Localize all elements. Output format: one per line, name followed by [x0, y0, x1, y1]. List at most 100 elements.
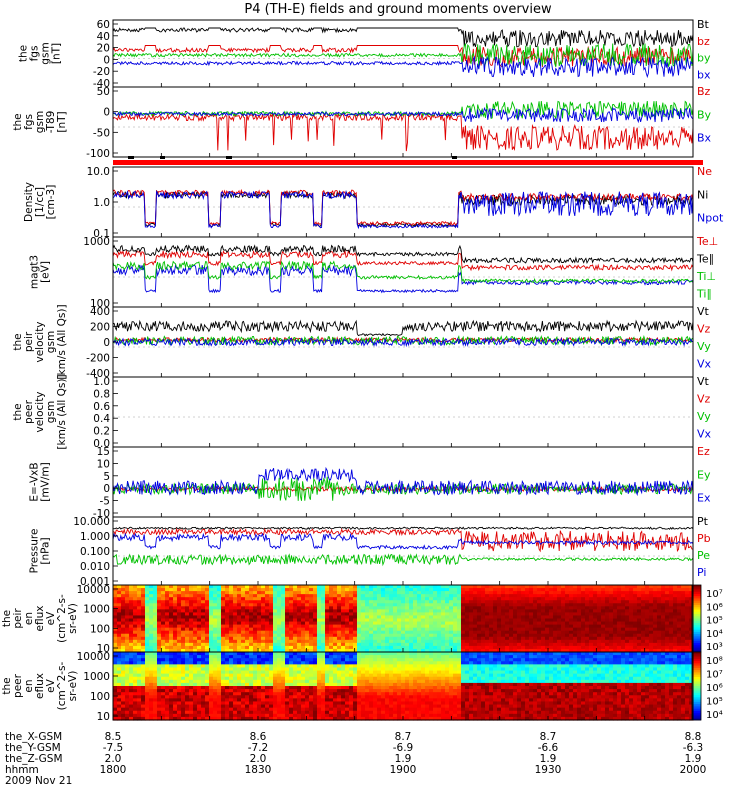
spectrogram-cell — [313, 591, 318, 595]
spectrogram-cell — [385, 624, 390, 629]
spectrogram-cell — [473, 633, 478, 638]
spectrogram-cell — [349, 701, 354, 706]
spectrogram-cell — [241, 636, 246, 641]
spectrogram-cell — [121, 673, 126, 678]
spectrogram-cell — [161, 655, 166, 659]
spectrogram-cell — [653, 597, 658, 601]
spectrogram-cell — [433, 633, 438, 638]
spectrogram-cell — [341, 661, 346, 665]
spectrogram-cell — [209, 689, 214, 693]
spectrogram-cell — [473, 588, 478, 592]
spectrogram-cell — [237, 692, 242, 696]
spectrogram-cell — [145, 701, 150, 706]
spectrogram-cell — [365, 698, 370, 703]
spectrogram-cell — [621, 648, 626, 653]
spectrogram-cell — [193, 667, 198, 672]
spectrogram-cell — [321, 642, 326, 647]
spectrogram-cell — [317, 588, 322, 592]
spectrogram-cell — [117, 633, 122, 638]
spectrogram-cell — [193, 618, 198, 623]
spectrogram-cell — [609, 639, 614, 644]
spectrogram-cell — [161, 630, 166, 635]
spectrogram-cell — [325, 600, 330, 604]
spectrogram-cell — [177, 627, 182, 632]
spectrogram-cell — [193, 686, 198, 690]
spectrogram-cell — [157, 630, 162, 635]
spectrogram-cell — [249, 600, 254, 604]
spectrogram-cell — [557, 606, 562, 610]
legend-entry: Bt — [697, 18, 710, 31]
spectrogram-cell — [161, 600, 166, 604]
spectrogram-cell — [645, 624, 650, 629]
spectrogram-cell — [293, 636, 298, 641]
spectrogram-cell — [133, 636, 138, 641]
spectrogram-cell — [321, 621, 326, 626]
spectrogram-cell — [417, 618, 422, 623]
spectrogram-cell — [525, 606, 530, 610]
spectrogram-cell — [549, 606, 554, 610]
spectrogram-cell — [117, 594, 122, 598]
spectrogram-cell — [205, 642, 210, 647]
spectrogram-cell — [317, 689, 322, 693]
spectrogram-cell — [309, 661, 314, 665]
spectrogram-cell — [165, 615, 170, 620]
spectrogram-cell — [225, 655, 230, 659]
spectrogram-cell — [261, 698, 266, 703]
spectrogram-cell — [385, 594, 390, 598]
colorbar-step — [692, 643, 701, 646]
panel-frame — [112, 376, 694, 448]
spectrogram-cell — [241, 624, 246, 629]
spectrogram-cell — [169, 618, 174, 623]
spectrogram-cell — [457, 636, 462, 641]
spectrogram-cell — [237, 588, 242, 592]
spectrogram-cell — [501, 621, 506, 626]
panel-frame — [112, 86, 694, 158]
spectrogram-cell — [509, 618, 514, 623]
spectrogram-cell — [685, 588, 690, 592]
spectrogram-cell — [397, 585, 402, 589]
spectrogram-cell — [325, 618, 330, 623]
spectrogram-cell — [337, 645, 342, 650]
spectrogram-cell — [153, 698, 158, 703]
spectrogram-cell — [673, 609, 678, 614]
spectrogram-cell — [585, 627, 590, 632]
spectrogram-cell — [409, 648, 414, 653]
spectrogram-cell — [321, 627, 326, 632]
spectrogram-cell — [177, 704, 182, 709]
spectrogram-cell — [569, 624, 574, 629]
spectrogram-cell — [437, 648, 442, 653]
spectrogram-cell — [205, 682, 210, 687]
spectrogram-cell — [493, 630, 498, 635]
spectrogram-cell — [665, 591, 670, 595]
spectrogram-cell — [361, 664, 366, 669]
spectrogram-cell — [281, 618, 286, 623]
spectrogram-cell — [353, 661, 358, 665]
spectrogram-cell — [157, 600, 162, 604]
spectrogram-cell — [281, 597, 286, 601]
spectrogram-cell — [321, 591, 326, 595]
spectrogram-cell — [225, 588, 230, 592]
spectrogram-cell — [153, 713, 158, 718]
spectrogram-cell — [273, 707, 278, 712]
spectrogram-cell — [165, 636, 170, 641]
spectrogram-cell — [313, 713, 318, 718]
spectrogram-cell — [609, 591, 614, 595]
spectrogram-cell — [289, 600, 294, 604]
legend-entry: by — [697, 52, 711, 65]
spectrogram-cell — [253, 612, 258, 617]
spectrogram-cell — [185, 609, 190, 614]
spectrogram-cell — [129, 618, 134, 623]
spectrogram-cell — [673, 615, 678, 620]
spectrogram-cell — [393, 615, 398, 620]
spectrogram-cell — [253, 701, 258, 706]
spectrogram-cell — [257, 588, 262, 592]
spectrogram-cell — [257, 603, 262, 607]
spectrogram-cell — [465, 648, 470, 653]
spectrogram-cell — [665, 603, 670, 607]
spectrogram-cell — [641, 648, 646, 653]
spectrogram-cell — [177, 676, 182, 681]
legend-entry: Vy — [697, 340, 711, 353]
spectrogram-cell — [269, 630, 274, 635]
spectrogram-cell — [477, 603, 482, 607]
